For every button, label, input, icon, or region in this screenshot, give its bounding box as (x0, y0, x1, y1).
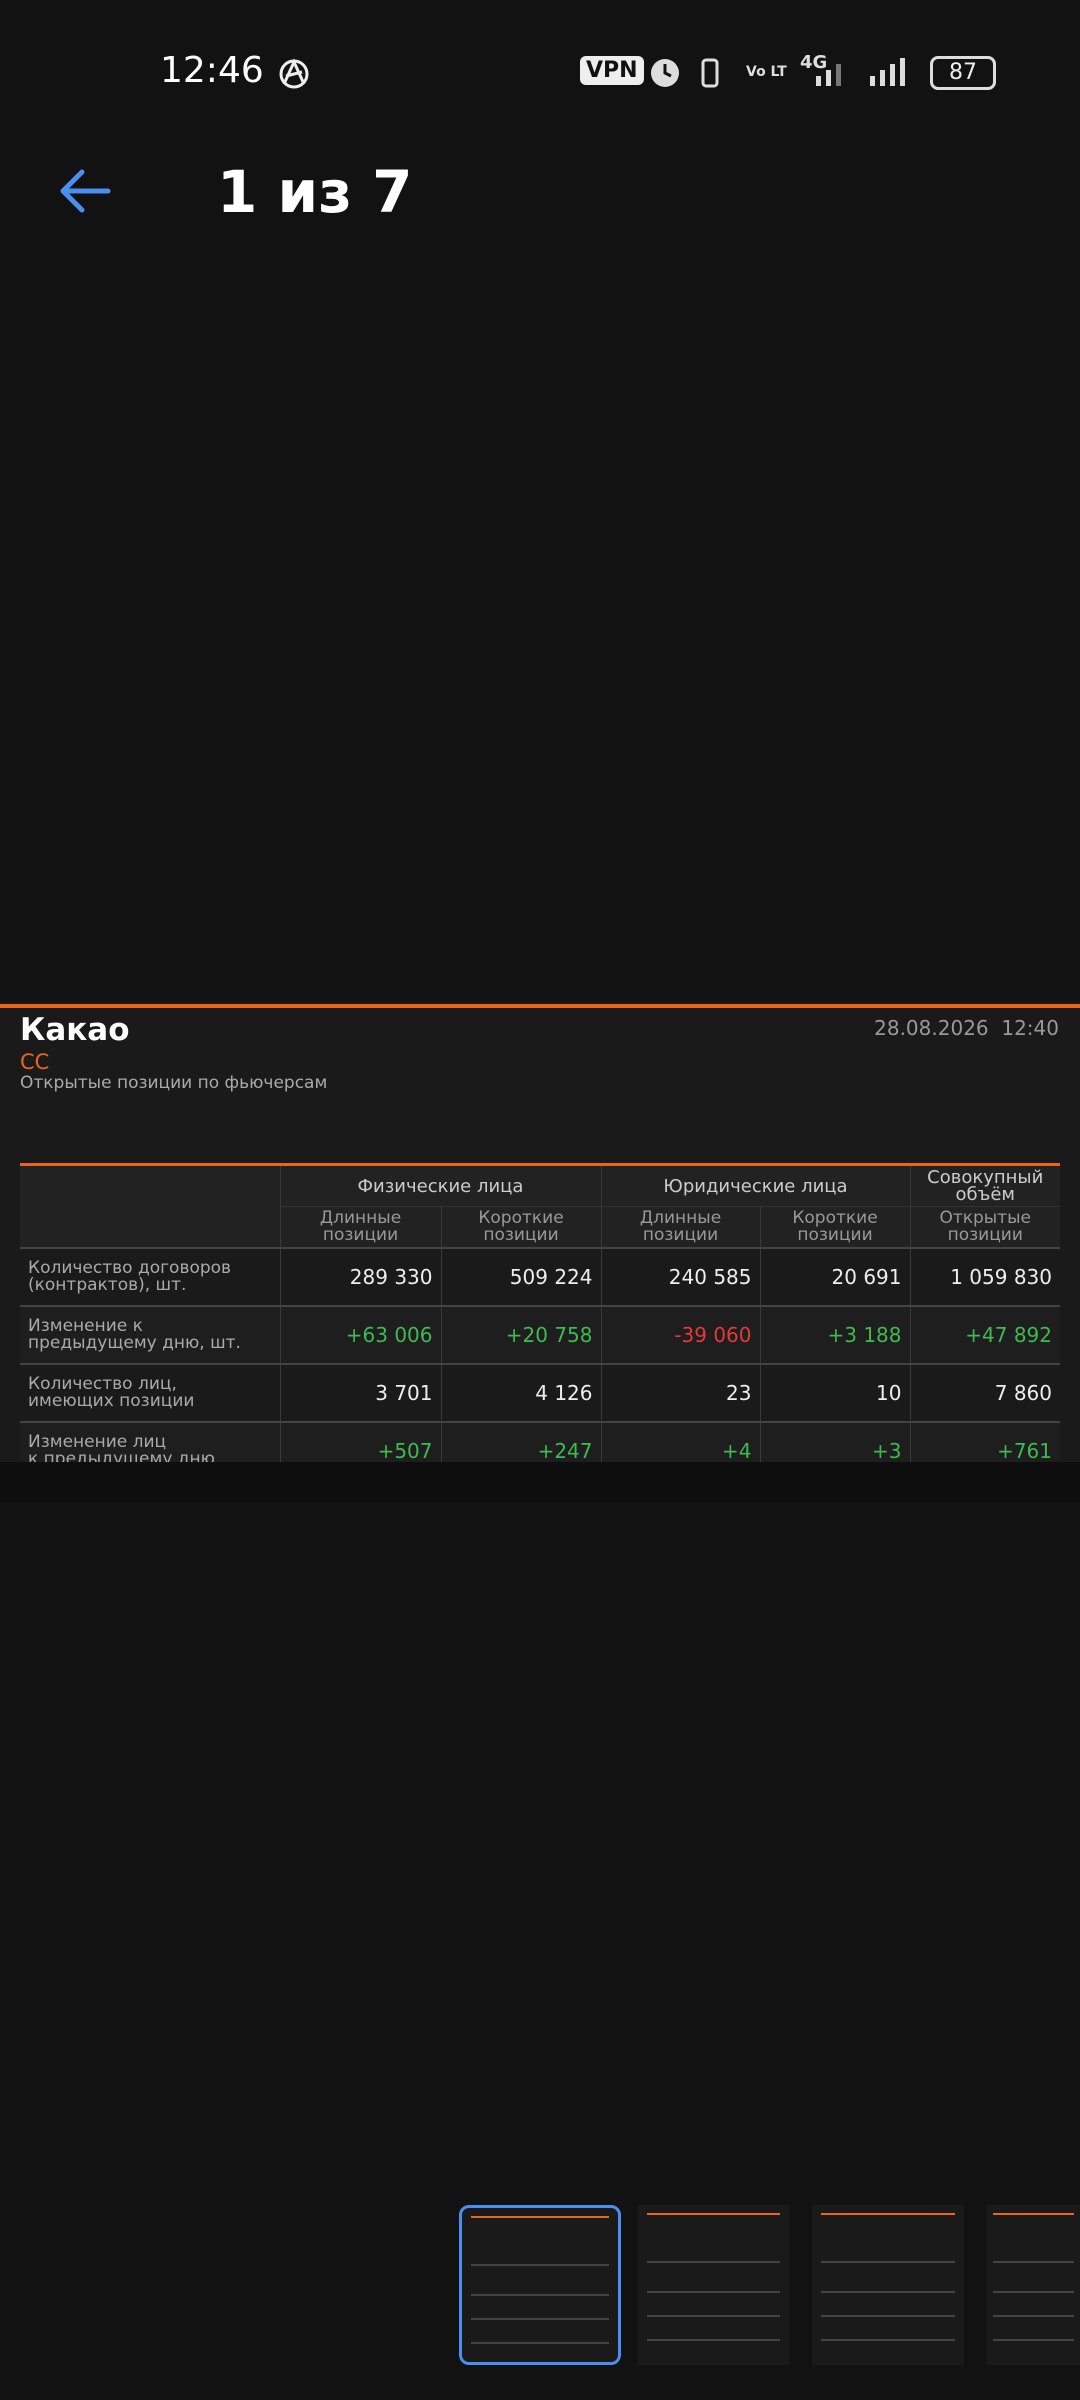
thumbnail[interactable] (638, 2205, 789, 2365)
status-vpn: VPN (580, 56, 644, 85)
image-footer (0, 1462, 1080, 1502)
thumbnail[interactable] (812, 2205, 964, 2365)
table-cell: Изменение к предыдущему дню, шт. (20, 1305, 281, 1364)
table-cell: Количество лиц, имеющих позиции (20, 1363, 281, 1422)
table-row: Количество договоров (контрактов), шт. 28… (20, 1247, 1060, 1306)
table-cell: 4 126 (441, 1363, 602, 1422)
table-row: Количество лиц, имеющих позиции 3 701 4 12… (20, 1363, 1060, 1422)
status-network: 4G (800, 52, 828, 73)
table-cell: Количество договоров (контрактов), шт. (20, 1247, 281, 1306)
table-cell: 240 585 (601, 1247, 761, 1306)
back-button[interactable] (58, 168, 112, 214)
image-date: 28.08.2026 12:40 (874, 1016, 1059, 1040)
table-cell: Открытые позиции (910, 1206, 1060, 1248)
svg-text:Vo LTE: Vo LTE (746, 64, 788, 80)
table-cell: 509 224 (441, 1247, 602, 1306)
table-cell: +63 006 (280, 1305, 442, 1364)
thumbnail[interactable] (459, 2205, 621, 2365)
table-cell: 10 (760, 1363, 911, 1422)
thumbnail[interactable] (987, 2205, 1080, 2365)
table-cell: +20 758 (441, 1305, 602, 1364)
accent-line (0, 1004, 1080, 1008)
table-cell: Физические лица (280, 1164, 602, 1207)
table-cell: Короткие позиции (760, 1206, 911, 1248)
table-row: Длинные позиции Короткие позиции Длинные п… (20, 1206, 1060, 1248)
table-cell: Юридические лица (601, 1164, 911, 1207)
status-time: 12:46 (160, 50, 264, 91)
table-cell: Короткие позиции (441, 1206, 602, 1248)
image-ticker: CC (20, 1050, 50, 1074)
status-icons: Vo LTE (651, 58, 788, 88)
table-cell: -39 060 (601, 1305, 761, 1364)
table-cell: 7 860 (910, 1363, 1060, 1422)
table-cell: Длинные позиции (601, 1206, 761, 1248)
image-subtitle: Открытые позиции по фьючерсам (20, 1073, 328, 1093)
table-cell (20, 1164, 281, 1249)
table-cell: 20 691 (760, 1247, 911, 1306)
table-row: Физические лица Юридические лица Совокупны… (20, 1164, 1060, 1249)
table-cell: 23 (601, 1363, 761, 1422)
table-cell: 3 701 (280, 1363, 442, 1422)
table-cell: Длинные позиции (280, 1206, 442, 1248)
positions-table: Физические лица Юридические лица Совокупны… (20, 1163, 1060, 1479)
signal-bars (816, 58, 905, 86)
table-cell: +3 188 (760, 1305, 911, 1364)
table-cell: Совокупный объём (910, 1164, 1060, 1207)
table-cell: 1 059 830 (910, 1247, 1060, 1306)
status-icon (279, 58, 309, 89)
status-battery: 87 (930, 56, 996, 90)
table-row: Изменение к предыдущему дню, шт. +63 006 +… (20, 1305, 1060, 1364)
table-cell: 289 330 (280, 1247, 442, 1306)
table-cell: +47 892 (910, 1305, 1060, 1364)
image-title: Какао (20, 1012, 130, 1048)
page-title: 1 из 7 (217, 158, 413, 226)
